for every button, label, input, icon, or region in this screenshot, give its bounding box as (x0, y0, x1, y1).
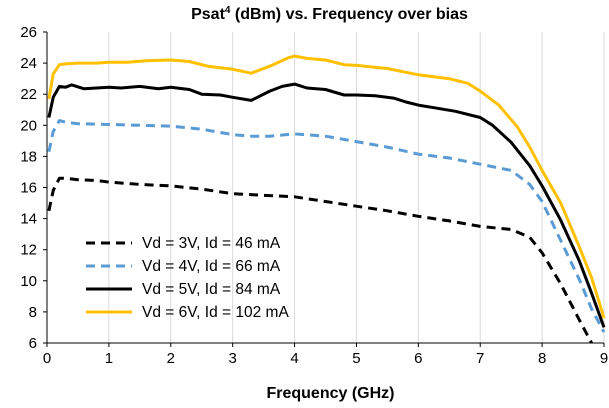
legend-label-2: Vd = 4V, Id = 66 mA (142, 258, 281, 275)
y-tick-label: 10 (20, 273, 37, 290)
y-tick-label: 8 (29, 304, 37, 321)
y-tick-label: 16 (20, 180, 37, 197)
y-tick-label: 22 (20, 86, 37, 103)
series-line-1 (47, 176, 593, 343)
y-tick-label: 6 (29, 335, 37, 352)
y-tick-label: 26 (20, 24, 37, 41)
series-lines (47, 54, 606, 343)
y-tick-label: 14 (20, 211, 37, 228)
x-tick-label: 8 (538, 350, 546, 367)
y-tick-label: 24 (20, 55, 37, 72)
x-tick-label: 9 (600, 350, 608, 367)
y-tick-label: 18 (20, 148, 37, 165)
y-tick-label: 12 (20, 242, 37, 259)
series-line-3 (47, 82, 606, 328)
y-tick-label: 20 (20, 117, 37, 134)
x-tick-label: 2 (167, 350, 175, 367)
legend-label-3: Vd = 5V, Id = 84 mA (142, 281, 281, 298)
x-axis-label: Frequency (GHz) (266, 385, 394, 402)
x-tick-label: 6 (414, 350, 422, 367)
x-tick-label: 7 (476, 350, 484, 367)
x-tick-label: 1 (105, 350, 113, 367)
legend-label-1: Vd = 3V, Id = 46 mA (142, 235, 281, 252)
grid-lines (108, 32, 605, 343)
series-line-4 (47, 54, 606, 319)
legend: Vd = 3V, Id = 46 mA Vd = 4V, Id = 66 mA Vd… (86, 235, 289, 321)
chart-title-superscript: 4 (225, 5, 231, 16)
legend-label-4: Vd = 6V, Id = 102 mA (142, 304, 289, 321)
x-tick-label: 4 (290, 350, 298, 367)
x-tick-label: 5 (352, 350, 360, 367)
x-tick-label: 3 (228, 350, 236, 367)
chart-title: Psat4 (dBm) vs. Frequency over bias (191, 5, 468, 23)
series-line-2 (47, 119, 606, 333)
x-tick-label: 0 (43, 350, 51, 367)
